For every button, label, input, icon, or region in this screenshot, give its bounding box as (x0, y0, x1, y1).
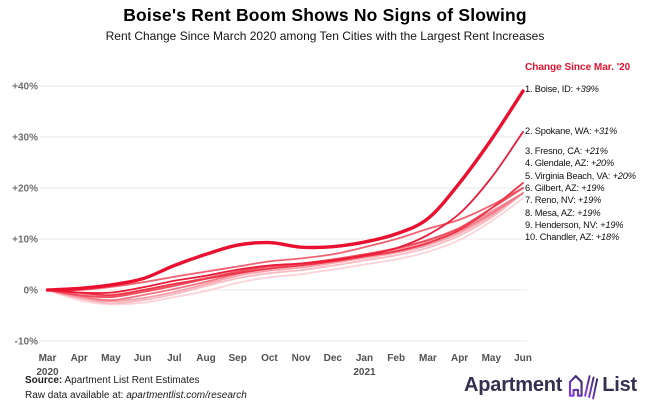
x-tick-label: Jun (134, 353, 152, 364)
x-tick-label: Sep (229, 353, 247, 364)
series-line-reno-nv (46, 192, 524, 298)
legend-item-value: +19% (577, 208, 601, 218)
series-line-fresno-ca (46, 182, 524, 297)
series-line-spokane-wa (46, 131, 524, 294)
legend-item: 2. Spokane, WA: +31% (525, 126, 617, 136)
x-tick-label: Mar (419, 353, 437, 364)
legend-header: Change Since Mar. '20 (525, 62, 631, 73)
legend-item-label: 7. Reno, NV: (525, 195, 578, 205)
legend-item: 5. Virginia Beach, VA: +20% (525, 171, 636, 181)
x-tick-label: Aug (196, 353, 215, 364)
legend-item-value: +20% (590, 158, 615, 168)
apartment-list-logo: Apartment List (464, 371, 637, 400)
series-line-virginia-beach-va (46, 187, 524, 292)
x-tick-label: Dec (324, 353, 343, 364)
series-line-glendale-az (46, 187, 524, 299)
x-tick-label: Oct (261, 353, 278, 364)
legend-item-label: 1. Boise, ID: (525, 84, 576, 94)
legend-item: 3. Fresno, CA: +21% (525, 146, 608, 156)
x-year-label: 2021 (353, 367, 376, 378)
y-tick-label: +30% (12, 133, 38, 144)
logo-word-apartment: Apartment (464, 374, 563, 396)
series-line-boise-id (45, 89, 525, 292)
source-footer: Source: Apartment List Rent Estimates Ra… (25, 374, 247, 403)
series-line-gilbert-az (46, 192, 524, 302)
legend-item: 8. Mesa, AZ: +19% (525, 208, 601, 218)
source-line: Source: Apartment List Rent Estimates (25, 374, 247, 389)
legend-item: 10. Chandler, AZ: +18% (525, 232, 619, 242)
legend-item: 6. Gilbert, AZ: +19% (525, 183, 605, 193)
y-tick-label: 0% (24, 286, 39, 297)
x-tick-label: Jun (514, 353, 532, 364)
legend-item-label: 5. Virginia Beach, VA: (525, 171, 613, 181)
y-tick-label: +10% (12, 235, 38, 246)
raw-data-label: Raw data available at: (25, 389, 124, 401)
raw-data-url: apartmentlist.com/research (126, 389, 247, 401)
legend-item-value: +18% (595, 232, 620, 242)
legend-item-label: 8. Mesa, AZ: (525, 208, 578, 218)
x-tick-label: Apr (451, 353, 468, 364)
y-tick-label: +20% (12, 184, 38, 195)
series-line-mesa-az (46, 192, 524, 303)
legend-item-value: +39% (575, 84, 599, 94)
legend-item-label: 9. Henderson, NV: (525, 220, 601, 230)
x-tick-label: May (101, 353, 121, 364)
legend-item-label: 4. Glendale, AZ: (525, 158, 591, 168)
legend-item-label: 2. Spokane, WA: (525, 126, 594, 136)
legend-item-value: +21% (584, 146, 608, 156)
apartment-list-house-icon (569, 375, 599, 400)
legend-item-value: +20% (612, 171, 636, 181)
chart-title: Boise's Rent Boom Shows No Signs of Slow… (123, 5, 527, 25)
x-tick-label: Feb (387, 353, 405, 364)
chart-subtitle: Rent Change Since March 2020 among Ten C… (105, 29, 545, 43)
legend-item: 1. Boise, ID: +39% (525, 84, 599, 94)
legend-item-value: +31% (593, 126, 618, 136)
y-tick-label: +40% (12, 82, 38, 93)
logo-word-list: List (602, 374, 637, 396)
legend-item: 4. Glendale, AZ: +20% (525, 158, 614, 168)
legend-item-label: 10. Chandler, AZ: (525, 232, 596, 242)
x-tick-label: Nov (292, 353, 311, 364)
x-tick-label: May (482, 353, 502, 364)
legend-item-value: +19% (581, 183, 605, 193)
legend-item-label: 6. Gilbert, AZ: (525, 183, 582, 193)
legend-item-label: 3. Fresno, CA: (525, 146, 585, 156)
rent-line-chart: +40%+30%+20%+10%0%-10%Mar Apr May Jun Jul Aug… (12, 82, 532, 379)
source-label: Source: (25, 375, 63, 386)
legend-item: 7. Reno, NV: +19% (525, 195, 601, 205)
x-tick-label: Jul (167, 353, 182, 364)
y-tick-label: -10% (15, 337, 38, 348)
legend-item-value: +19% (600, 220, 624, 230)
x-tick-label: Mar (39, 353, 57, 364)
x-tick-label: Jan (356, 353, 373, 364)
x-tick-label: Apr (71, 353, 88, 364)
raw-data-line: Raw data available at: apartmentlist.com… (25, 389, 247, 404)
legend-item: 9. Henderson, NV: +19% (525, 220, 624, 230)
series-line-henderson-nv (46, 192, 524, 305)
source-text: Apartment List Rent Estimates (64, 375, 200, 386)
series-line-chandler-az (46, 197, 524, 306)
legend-item-value: +19% (577, 195, 602, 205)
